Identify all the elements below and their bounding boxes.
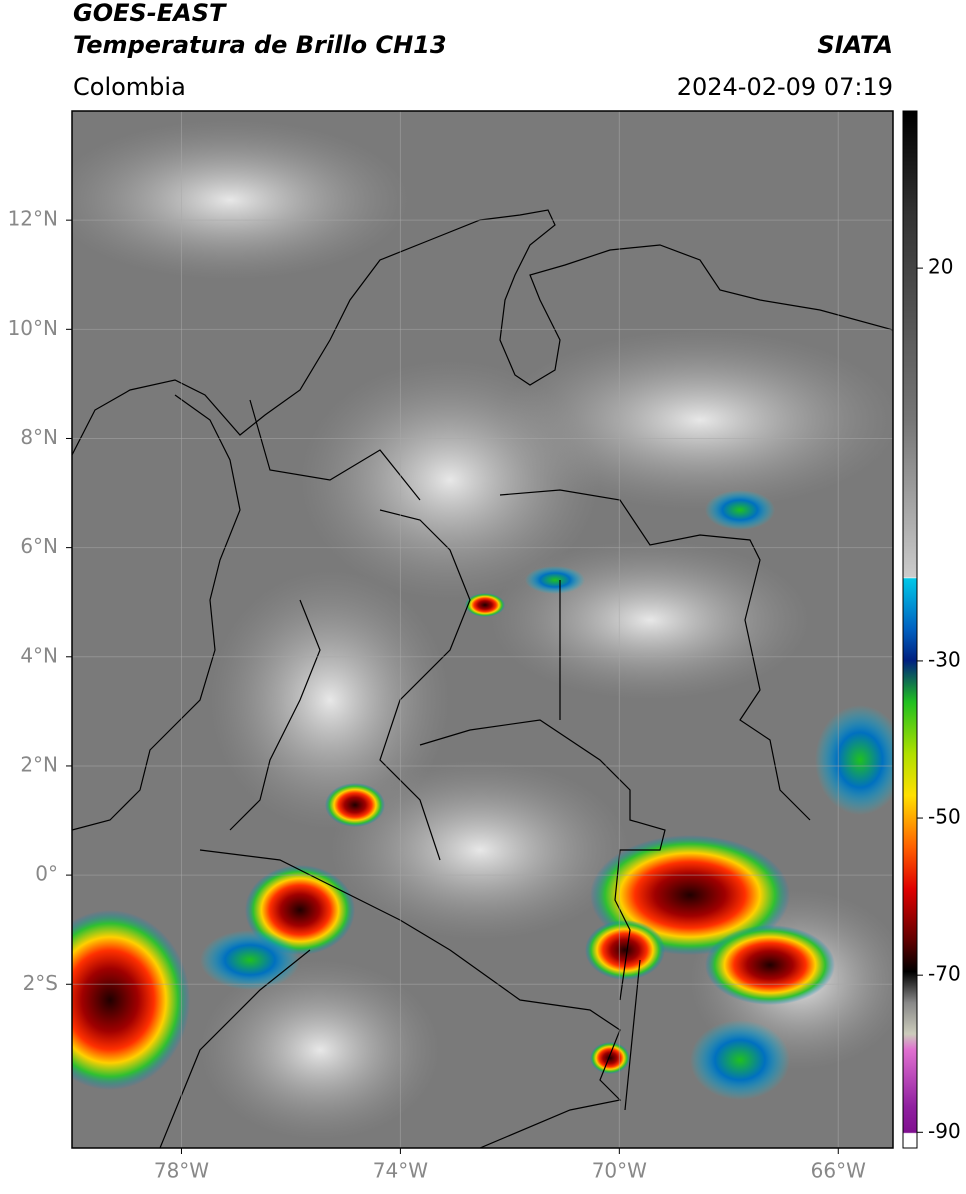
x-tick-label: 70°W <box>592 1159 647 1183</box>
y-tick-label: 4°N <box>20 643 58 667</box>
colorbar-tick-label: -50 <box>928 805 961 829</box>
y-tick-label: 0° <box>35 862 58 886</box>
source: SIATA <box>817 31 893 59</box>
x-tick-label: 74°W <box>373 1159 428 1183</box>
x-tick-label: 66°W <box>811 1159 866 1183</box>
colorbar-tick-label: 20 <box>928 255 953 279</box>
colorbar-tick-label: -90 <box>928 1119 961 1143</box>
x-tick-label: 78°W <box>154 1159 209 1183</box>
map-frame <box>71 110 894 1149</box>
y-tick-label: 10°N <box>8 316 58 340</box>
datetime: 2024-02-09 07:19 <box>677 73 893 101</box>
title: GOES-EAST <box>73 0 227 27</box>
grid <box>72 111 893 1148</box>
y-tick-label: 2°S <box>23 971 58 995</box>
subtitle: Temperatura de Brillo CH13 <box>73 31 447 59</box>
y-tick-label: 8°N <box>20 425 58 449</box>
y-tick-label: 12°N <box>8 207 58 231</box>
y-tick-label: 2°N <box>20 752 58 776</box>
y-tick-label: 6°N <box>20 534 58 558</box>
colorbar-tick-label: -70 <box>928 962 961 986</box>
satellite-image <box>72 111 893 1148</box>
colorbar-tick-label: -30 <box>928 647 961 671</box>
colorbar <box>902 110 918 1149</box>
region: Colombia <box>73 73 186 101</box>
